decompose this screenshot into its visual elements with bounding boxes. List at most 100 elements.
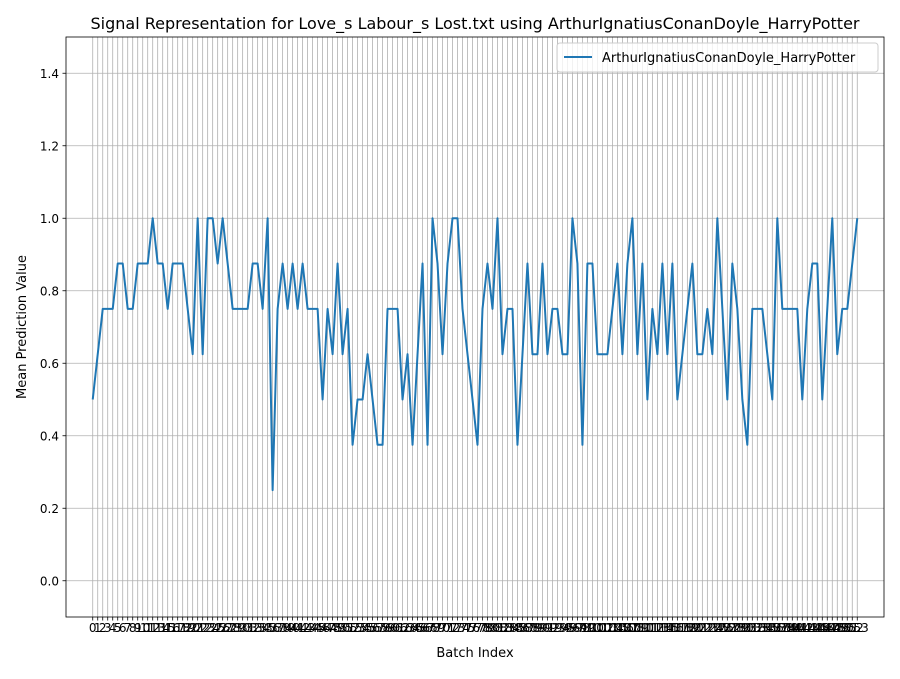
x-tick-label: 103: [596, 621, 619, 635]
x-tick-label: 96: [565, 621, 580, 635]
x-tick-label: 2: [99, 621, 107, 635]
x-tick-label: 4: [109, 621, 117, 635]
x-tick-label: 93: [550, 621, 565, 635]
x-tick-label: 60: [385, 621, 400, 635]
y-tick-label: 1.4: [40, 67, 59, 81]
x-tick-label: 85: [510, 621, 525, 635]
x-tick-label: 48: [325, 621, 340, 635]
x-tick-label: 38: [275, 621, 290, 635]
x-tick-label: 112: [641, 621, 664, 635]
x-tick-label: 120: [681, 621, 704, 635]
x-tick-label: 116: [661, 621, 684, 635]
x-tick-label: 133: [746, 621, 769, 635]
x-tick-label: 146: [811, 621, 834, 635]
x-tick-label: 78: [475, 621, 490, 635]
x-tick-label: 102: [591, 621, 614, 635]
x-tick-label: 69: [430, 621, 445, 635]
axes-frame: [65, 36, 885, 618]
x-tick-label: 30: [235, 621, 250, 635]
x-tick-label: 50: [335, 621, 350, 635]
x-tick-label: 140: [781, 621, 804, 635]
x-tick-label: 24: [205, 621, 220, 635]
x-tick-label: 54: [355, 621, 370, 635]
x-tick-label: 107: [616, 621, 639, 635]
x-tick-label: 58: [375, 621, 390, 635]
x-tick-label: 134: [751, 621, 774, 635]
x-tick-label: 46: [315, 621, 330, 635]
x-tick-label: 104: [601, 621, 624, 635]
x-tick-label: 149: [826, 621, 849, 635]
x-tick-label: 8: [129, 621, 137, 635]
x-tick-label: 79: [480, 621, 495, 635]
x-tick-label: 29: [230, 621, 245, 635]
x-tick-label: 86: [515, 621, 530, 635]
x-tick-label: 101: [586, 621, 609, 635]
x-tick-label: 144: [801, 621, 824, 635]
y-tick-label: 0.0: [40, 574, 59, 588]
x-tick-label: 111: [636, 621, 659, 635]
x-tick-label: 129: [726, 621, 749, 635]
x-tick-label: 145: [806, 621, 829, 635]
x-tick-label: 37: [270, 621, 285, 635]
x-tick-label: 44: [305, 621, 320, 635]
x-tick-label: 11: [140, 621, 155, 635]
x-tick-label: 118: [671, 621, 694, 635]
x-tick-label: 151: [836, 621, 859, 635]
x-tick-label: 3: [104, 621, 112, 635]
x-tick-label: 98: [575, 621, 590, 635]
x-tick-label: 19: [180, 621, 195, 635]
x-tick-label: 0: [89, 621, 97, 635]
x-tick-label: 31: [240, 621, 255, 635]
x-tick-label: 12: [145, 621, 160, 635]
x-tick-label: 64: [405, 621, 420, 635]
x-tick-label: 142: [791, 621, 814, 635]
x-tick-label: 21: [190, 621, 205, 635]
x-tick-label: 141: [786, 621, 809, 635]
x-tick-label: 135: [756, 621, 779, 635]
x-tick-label: 115: [656, 621, 679, 635]
y-axis-label: Mean Prediction Value: [15, 255, 30, 399]
x-tick-label: 57: [370, 621, 385, 635]
series-line: [91, 217, 859, 492]
x-tick-label: 26: [215, 621, 230, 635]
y-tick-label: 0.8: [40, 284, 59, 298]
x-tick-label: 153: [846, 621, 869, 635]
x-tick-label: 25: [210, 621, 225, 635]
x-tick-label: 77: [470, 621, 485, 635]
x-tick-label: 136: [761, 621, 784, 635]
x-tick-label: 148: [821, 621, 844, 635]
x-axis-label: Batch Index: [436, 646, 514, 661]
x-tick-label: 16: [165, 621, 180, 635]
series-layer: [91, 217, 859, 492]
x-tick-label: 10: [135, 621, 150, 635]
x-tick-label: 92: [545, 621, 560, 635]
x-tick-label: 74: [455, 621, 470, 635]
x-tick-label: 87: [520, 621, 535, 635]
x-tick-label: 73: [450, 621, 465, 635]
x-tick-label: 110: [631, 621, 654, 635]
x-tick-label: 119: [676, 621, 699, 635]
x-tick-label: 150: [831, 621, 854, 635]
x-tick-label: 89: [530, 621, 545, 635]
x-tick-label: 47: [320, 621, 335, 635]
x-tick-label: 71: [440, 621, 455, 635]
x-tick-label: 124: [701, 621, 724, 635]
x-tick-label: 33: [250, 621, 265, 635]
x-tick-label: 113: [646, 621, 669, 635]
x-tick-label: 27: [220, 621, 235, 635]
x-axis-ticks: 0123456789101112131415161718192021222324…: [89, 617, 869, 635]
legend-box: [556, 42, 879, 73]
x-tick-label: 130: [731, 621, 754, 635]
x-tick-label: 6: [119, 621, 127, 635]
x-tick-label: 105: [606, 621, 629, 635]
x-tick-label: 99: [580, 621, 595, 635]
x-tick-label: 20: [185, 621, 200, 635]
y-tick-label: 1.2: [40, 139, 59, 153]
y-tick-label: 1.0: [40, 212, 59, 226]
x-tick-label: 18: [175, 621, 190, 635]
x-tick-label: 51: [340, 621, 355, 635]
x-tick-label: 80: [485, 621, 500, 635]
x-tick-label: 13: [150, 621, 165, 635]
